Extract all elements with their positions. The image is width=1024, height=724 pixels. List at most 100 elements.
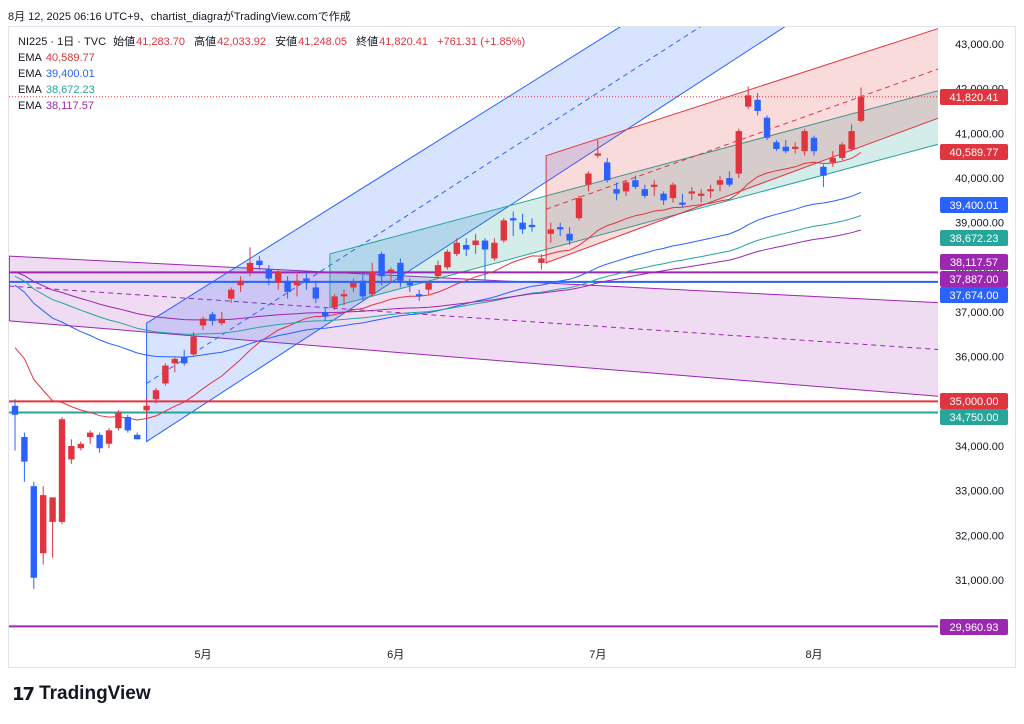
candle (87, 430, 94, 444)
candle-body (669, 184, 677, 199)
price-label-text: 37,674.00 (950, 290, 999, 302)
candle-body (77, 443, 84, 449)
candle (96, 432, 103, 453)
candle-body (246, 262, 254, 272)
candle (651, 180, 658, 196)
candle (829, 151, 836, 167)
candle-body (425, 282, 432, 290)
ema-row-4[interactable]: EMA 38,117.57 (18, 98, 531, 114)
candle-body (782, 146, 789, 152)
ema-row-3[interactable]: EMA 38,672.23 (18, 82, 531, 98)
candle-body (228, 289, 235, 299)
candle-body (293, 280, 301, 286)
ema-row-1[interactable]: EMA 40,589.77 (18, 50, 531, 66)
candle-body (632, 180, 639, 187)
candle-body (500, 220, 507, 241)
symbol-label[interactable]: NI225 · 1日 · TVC (18, 36, 107, 48)
candle (679, 193, 686, 208)
candle-body (397, 262, 404, 281)
candle (726, 171, 733, 187)
candle (369, 262, 376, 297)
red-channel-mid (545, 68, 938, 210)
footer-brand[interactable]: 17 TradingView (12, 683, 151, 705)
price-label-text: 38,117.57 (950, 257, 998, 269)
candle (199, 316, 207, 330)
price-tick-label: 43,000.00 (955, 39, 1004, 51)
price-label: 34,750.00 (940, 409, 1008, 425)
candle (77, 441, 84, 451)
candle-body (406, 282, 413, 286)
ema-row-2[interactable]: EMA 39,400.01 (18, 66, 531, 82)
price-axis[interactable]: 43,000.0042,000.0041,000.0040,000.0039,0… (955, 39, 1004, 587)
time-axis[interactable]: 5月 6月 7月 8月 (194, 649, 822, 661)
candle (115, 410, 122, 431)
price-label-text: 37,887.00 (950, 274, 999, 286)
candle (735, 128, 742, 178)
close-value: 41,820.41 (379, 36, 429, 48)
ema-value: 39,400.01 (45, 68, 95, 80)
price-label-box (940, 197, 1008, 213)
candle-body (481, 240, 489, 250)
candle (30, 481, 37, 589)
low-label: 安値 (275, 36, 298, 48)
descending-channel-mid (9, 285, 938, 350)
candle-body (801, 131, 808, 152)
candle-body (839, 144, 846, 158)
low-value: 41,248.05 (298, 36, 348, 48)
candle (594, 140, 601, 158)
candle (575, 195, 583, 221)
candle-body (848, 131, 855, 149)
candle (397, 258, 404, 288)
time-tick-label: 6月 (387, 649, 404, 661)
candle-body (754, 99, 761, 111)
candle-body (735, 131, 742, 174)
candle-body (566, 233, 573, 241)
candle-body (68, 446, 75, 460)
price-label-text: 40,589.77 (950, 147, 999, 159)
chart-header: 8月 12, 2025 06:16 UTC+9、chartist_diagraが… (8, 8, 351, 24)
candle (481, 238, 489, 281)
chart-panel[interactable] (8, 26, 1016, 668)
price-tick-label: 34,000.00 (955, 441, 1004, 453)
drawings-layer (9, 27, 938, 443)
candle (773, 140, 780, 152)
ema-label: EMA (18, 84, 42, 96)
tradingview-logo-icon: 17 (12, 683, 35, 705)
candle (256, 256, 263, 270)
candle-body (641, 189, 648, 196)
price-label-box (940, 254, 1008, 270)
candle-body (209, 314, 216, 321)
ema-label: EMA (18, 68, 42, 80)
candle (660, 191, 667, 205)
price-label: 38,672.23 (940, 230, 1008, 246)
candle (613, 182, 620, 201)
candle (322, 307, 329, 321)
price-label-text: 34,750.00 (950, 412, 999, 424)
price-label: 35,000.00 (940, 393, 1008, 409)
candle-body (303, 278, 310, 283)
candle (491, 238, 498, 261)
candle (745, 86, 752, 109)
candle (284, 276, 291, 299)
candle-body (622, 182, 630, 192)
candle-body (698, 193, 705, 196)
candle-body (453, 242, 460, 254)
candle-body (613, 189, 620, 194)
candle-body (237, 280, 244, 286)
candle-body (604, 162, 611, 181)
candle-body (190, 336, 197, 355)
candle (378, 251, 385, 286)
candle-body (143, 405, 150, 411)
candle-body (87, 432, 94, 438)
price-tick-label: 36,000.00 (955, 352, 1004, 364)
candle (810, 135, 818, 156)
price-label-box (940, 287, 1008, 303)
candle-body (463, 245, 470, 250)
candle-body (162, 365, 169, 384)
candle (688, 186, 695, 201)
price-label: 37,887.00 (940, 271, 1008, 287)
candle (848, 124, 855, 152)
candle (171, 356, 178, 373)
candle (303, 271, 310, 290)
